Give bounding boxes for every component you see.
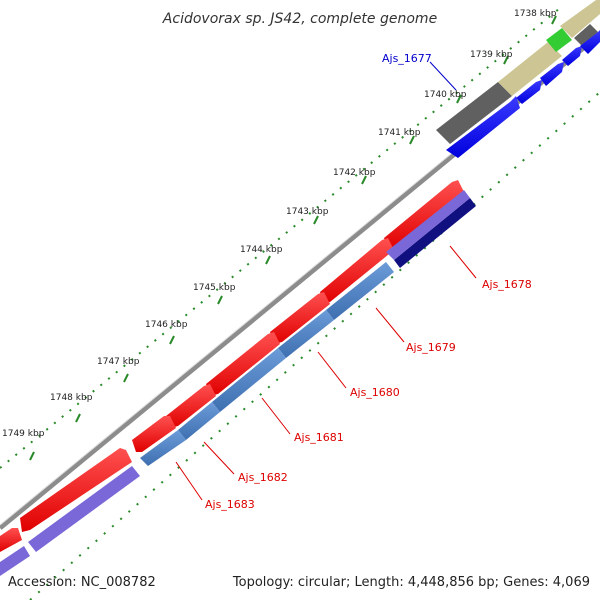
cds-arrow-forward xyxy=(0,528,22,552)
gene-label-ajs-1677[interactable]: Ajs_1677 xyxy=(382,52,432,65)
cds-arrow-reverse xyxy=(562,46,582,66)
tick-label: 1742 kbp xyxy=(333,168,376,178)
tick-label: 1747 kbp xyxy=(97,357,140,367)
tick-ring-inner xyxy=(29,91,600,600)
upper-tracks xyxy=(436,0,600,144)
tick-label: 1745 kbp xyxy=(193,283,236,293)
tick-ring xyxy=(0,7,561,469)
track-steel-block xyxy=(178,402,220,440)
kbp-tick-labels: 1738 kbp 1739 kbp 1740 kbp 1741 kbp 1742… xyxy=(2,9,557,439)
tick-label: 1740 kbp xyxy=(424,90,467,100)
tick-label: 1741 kbp xyxy=(378,128,421,138)
tick-label: 1738 kbp xyxy=(514,9,557,19)
cds-arrow-reverse xyxy=(540,62,564,86)
gene-label-ajs-1678[interactable]: Ajs_1678 xyxy=(482,278,532,291)
track-khaki-block xyxy=(498,42,562,96)
gene-label-ajs-1680[interactable]: Ajs_1680 xyxy=(350,386,400,399)
gene-label-ajs-1682[interactable]: Ajs_1682 xyxy=(238,471,288,484)
cds-arrow-forward xyxy=(132,416,176,452)
tick-label: 1749 kbp xyxy=(2,429,45,439)
accession-text: Accession: NC_008782 xyxy=(8,575,156,590)
gene-label-ajs-1683[interactable]: Ajs_1683 xyxy=(205,498,255,511)
cds-arrow-forward xyxy=(20,448,132,532)
track-green-block xyxy=(546,28,572,52)
tick-label: 1743 kbp xyxy=(286,207,329,217)
genome-summary-text: Topology: circular; Length: 4,448,856 bp… xyxy=(232,575,590,590)
track-steel-block xyxy=(278,310,334,358)
tick-label: 1744 kbp xyxy=(240,245,283,255)
gene-label-ajs-1679[interactable]: Ajs_1679 xyxy=(406,341,456,354)
gene-labels: Ajs_1677 Ajs_1678 Ajs_1679 Ajs_1680 Ajs_… xyxy=(205,52,532,511)
tick-label: 1746 kbp xyxy=(145,320,188,330)
cds-arrow-forward xyxy=(166,384,216,428)
cds-arrow-forward xyxy=(384,180,464,250)
reverse-cds-arrows xyxy=(446,30,600,158)
cds-arrow-reverse xyxy=(580,30,600,54)
kbp-tick-marks xyxy=(29,15,557,461)
cds-arrow-reverse xyxy=(446,96,520,158)
track-navy-block xyxy=(394,198,476,268)
tick-label: 1748 kbp xyxy=(50,393,93,403)
inner-tracks xyxy=(0,190,476,576)
track-gray-small xyxy=(574,24,598,46)
gene-leader-lines xyxy=(175,61,477,501)
tick-label: 1739 kbp xyxy=(470,50,513,60)
gene-label-ajs-1681[interactable]: Ajs_1681 xyxy=(294,431,344,444)
track-steel-block xyxy=(326,262,394,320)
track-purple-block xyxy=(386,190,470,260)
genome-title: Acidovorax sp. JS42, complete genome xyxy=(162,11,437,27)
track-steel-block xyxy=(140,430,186,466)
track-purple-block xyxy=(28,466,140,552)
track-gray-block xyxy=(436,82,512,144)
forward-cds-arrows xyxy=(0,180,464,552)
track-khaki-block-top xyxy=(560,0,600,38)
cds-arrow-forward xyxy=(320,238,394,304)
cds-arrow-forward xyxy=(206,332,280,396)
track-steel-block xyxy=(212,348,286,412)
track-purple-block xyxy=(0,546,30,576)
cds-arrow-reverse xyxy=(516,80,542,104)
cds-arrow-forward xyxy=(270,292,330,344)
